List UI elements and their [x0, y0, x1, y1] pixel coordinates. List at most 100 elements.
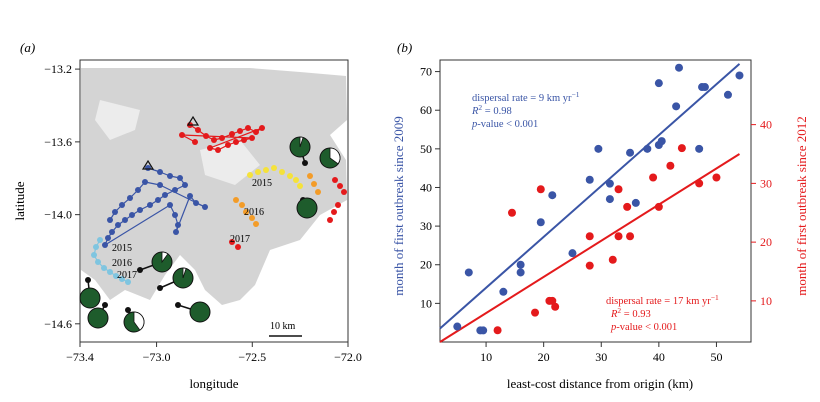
- plot-y-left-tick-label: 20: [420, 258, 432, 272]
- blue-data-point: [672, 102, 681, 111]
- blue-cluster-point: [135, 187, 141, 193]
- blue-data-point: [654, 79, 663, 88]
- map-x-tick-label: −73.0: [143, 350, 171, 364]
- year-label-2015-east: 2015: [252, 178, 272, 189]
- red-cluster-route: [181, 134, 253, 139]
- red-fit-line: [439, 153, 741, 343]
- plot-y-right-tick-label: 10: [760, 294, 772, 308]
- blue-data-point: [516, 260, 525, 269]
- blue-cluster-point: [172, 212, 178, 218]
- red-data-point: [695, 179, 704, 188]
- scatter-points: [453, 63, 744, 335]
- lightblue-cluster-point: [113, 273, 119, 279]
- blue-data-point: [516, 268, 525, 277]
- plot-y-left-tick-label: 60: [420, 103, 432, 117]
- red-data-point: [677, 144, 686, 153]
- blue-cluster-point: [119, 202, 125, 208]
- map-y-label: latitude: [12, 181, 27, 220]
- terrain-layer: [81, 68, 347, 305]
- blue-annotation: dispersal rate = 9 km yr−1 R2 = 0.98 p-v…: [471, 90, 580, 130]
- yellow-cluster-point: [247, 172, 253, 178]
- pie-marker-disc: [79, 287, 101, 309]
- red-data-point: [666, 161, 675, 170]
- red-p-text: p-value < 0.001: [610, 322, 677, 333]
- plot-y-right-tick-label: 30: [760, 176, 772, 190]
- blue-cluster-point: [142, 179, 148, 185]
- map-x-tick-label: −73.4: [66, 350, 94, 364]
- blue-data-point: [631, 198, 640, 207]
- pie-marker-anchor: [137, 267, 143, 273]
- yellow-cluster-point: [271, 165, 277, 171]
- lightblue-cluster-point: [93, 244, 99, 250]
- blue-cluster-point: [157, 182, 163, 188]
- plot-y-axis-right: 10 20 30 40: [751, 118, 772, 308]
- blue-rate-text: dispersal rate = 9 km yr−1: [472, 90, 580, 104]
- origin-triangle-red: [186, 115, 200, 126]
- scale-bar-label: 10 km: [270, 321, 296, 332]
- pie-marker-slice: [329, 147, 341, 165]
- red-data-point: [585, 232, 594, 241]
- year-label-2017-west: 2017: [117, 270, 137, 281]
- terrain-shape-main: [81, 68, 347, 305]
- red-cluster-point: [207, 145, 213, 151]
- blue-data-point: [695, 144, 704, 153]
- yellow-cluster-point: [279, 169, 285, 175]
- yellow-cluster-point: [293, 177, 299, 183]
- panel-a: (a) 2015 2016 2017 2015 2016 2017 10 km …: [12, 40, 362, 391]
- red-data-point: [626, 232, 635, 241]
- blue-cluster-point: [167, 173, 173, 179]
- plot-x-tick-label: 50: [710, 350, 722, 364]
- red-cluster-point: [233, 139, 239, 145]
- red-cluster-point: [215, 147, 221, 153]
- lightblue-cluster-point: [125, 279, 131, 285]
- blue-data-point: [626, 148, 635, 157]
- red-cluster-point: [203, 133, 209, 139]
- pie-marker-disc: [87, 307, 109, 329]
- blue-cluster-point: [145, 165, 151, 171]
- blue-cluster-point: [115, 222, 121, 228]
- pie-marker-disc: [296, 197, 318, 219]
- blue-cluster-point: [107, 217, 113, 223]
- blue-cluster-point: [102, 242, 108, 248]
- red-rate-text: dispersal rate = 17 km yr−1: [606, 293, 719, 307]
- blue-cluster-point: [155, 197, 161, 203]
- red-r2-text: R2 = 0.93: [610, 306, 651, 320]
- red-cluster-point: [219, 135, 225, 141]
- lightblue-cluster-point: [91, 252, 97, 258]
- plot-x-tick-label: 10: [480, 350, 492, 364]
- red-east-cluster-point: [331, 209, 337, 215]
- orange-cluster-point: [233, 197, 239, 203]
- red-south-cluster-point: [229, 239, 235, 245]
- year-label-2017-east: 2017: [230, 234, 250, 245]
- red-cluster-point: [253, 129, 259, 135]
- plot-frame: [439, 59, 752, 343]
- plot-y-right-tick-label: 40: [760, 118, 772, 132]
- yellow-cluster-point: [297, 183, 303, 189]
- map-x-tick-label: −72.5: [238, 350, 266, 364]
- pie-marker-anchor: [175, 302, 181, 308]
- blue-data-point: [605, 179, 614, 188]
- blue-data-point: [700, 83, 709, 92]
- blue-cluster-point: [122, 217, 128, 223]
- yellow-cluster-point: [263, 167, 269, 173]
- blue-data-point: [594, 144, 603, 153]
- blue-cluster-point: [182, 182, 188, 188]
- pie-marker-anchor: [85, 277, 91, 283]
- pie-marker-anchor: [125, 307, 131, 313]
- plot-x-label: least-cost distance from origin (km): [507, 376, 693, 391]
- plot-y-label-right: month of first outbreak since 2012: [794, 116, 809, 295]
- red-cluster-point: [195, 127, 201, 133]
- map-x-tick-label: −72.0: [334, 350, 362, 364]
- blue-cluster-point: [172, 187, 178, 193]
- blue-cluster-point: [175, 222, 181, 228]
- orange-cluster-point: [253, 221, 259, 227]
- red-data-point: [614, 185, 623, 194]
- red-cluster-point: [249, 135, 255, 141]
- plot-y-left-tick-label: 50: [420, 142, 432, 156]
- blue-cluster-route: [104, 204, 171, 246]
- red-east-cluster-point: [335, 202, 341, 208]
- blue-p-text: p-value < 0.001: [471, 119, 538, 130]
- map-x-axis: −73.4 −73.0 −72.5 −72.0: [66, 342, 362, 364]
- map-y-axis: −13.2 −13.6 −14.0 −14.6: [44, 62, 80, 331]
